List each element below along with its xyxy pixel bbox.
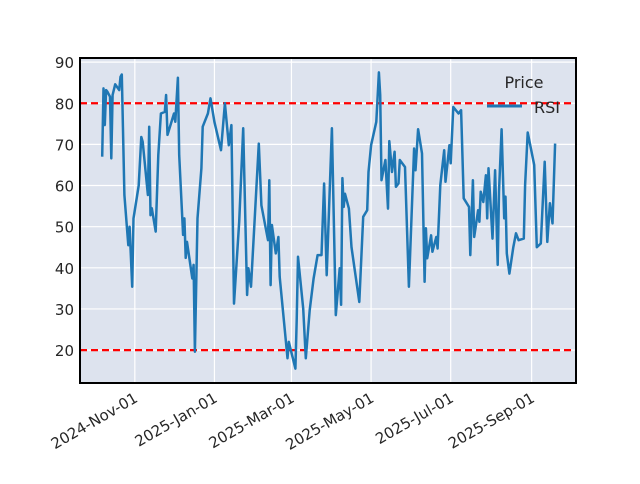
y-tick-label: 90 (55, 54, 74, 72)
x-tick-label: 2024-Nov-01 (48, 389, 141, 453)
x-tick-label: 2025-Jul-01 (372, 389, 456, 448)
y-tick-label: 50 (55, 219, 74, 237)
x-tick-label: 2025-Mar-01 (206, 389, 298, 452)
y-tick-label: 30 (55, 301, 74, 319)
y-axis: 20 30 40 50 60 70 80 90 (55, 54, 74, 360)
x-axis: 2024-Nov-012025-Jan-012025-Mar-012025-Ma… (48, 389, 538, 454)
x-tick-label: 2025-Jan-01 (132, 389, 221, 451)
legend-label-rsi: RSI (534, 98, 560, 117)
x-tick-label: 2025-May-01 (282, 389, 377, 454)
y-tick-label: 40 (55, 260, 74, 278)
x-tick-label: 2025-Sep-01 (445, 389, 537, 453)
y-tick-label: 80 (55, 95, 74, 113)
legend-title: Price (504, 73, 543, 92)
y-tick-label: 70 (55, 136, 74, 154)
y-tick-label: 60 (55, 178, 74, 196)
y-tick-label: 20 (55, 342, 74, 360)
